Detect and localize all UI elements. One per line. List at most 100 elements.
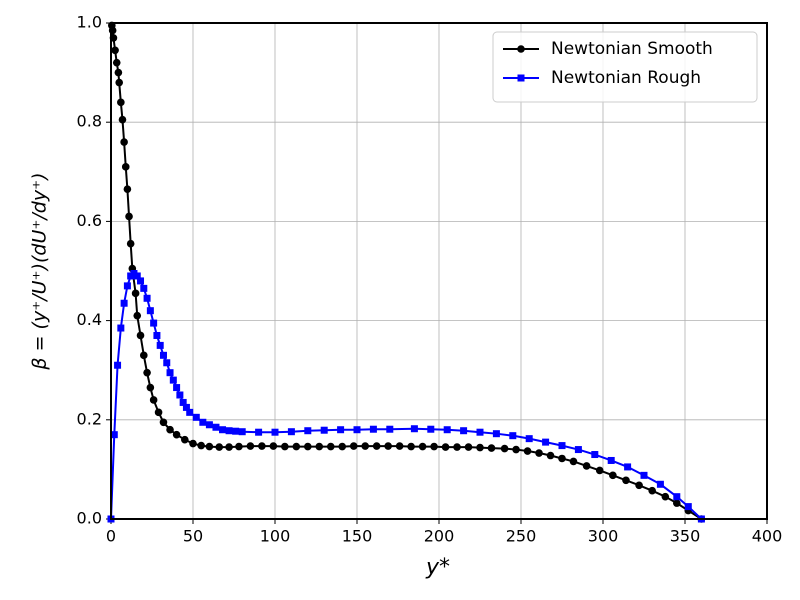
data-point <box>205 421 213 429</box>
data-point <box>140 284 148 292</box>
data-point <box>126 239 135 248</box>
data-point <box>232 427 240 435</box>
data-point <box>186 408 194 416</box>
data-point <box>225 443 233 451</box>
data-point <box>287 428 295 436</box>
data-point <box>635 481 643 490</box>
x-tick-label: 100 <box>260 527 291 546</box>
data-point <box>271 428 279 436</box>
x-tick-label: 250 <box>506 527 537 546</box>
data-point <box>386 425 394 433</box>
data-point <box>133 272 141 280</box>
data-point <box>492 430 500 438</box>
data-point <box>219 426 227 434</box>
data-point <box>582 462 591 470</box>
data-point <box>197 441 205 450</box>
data-point <box>154 408 163 417</box>
data-point <box>112 58 121 67</box>
x-tick-label: 400 <box>752 527 783 546</box>
data-point <box>169 376 177 384</box>
data-point <box>120 138 128 146</box>
data-point <box>146 307 154 315</box>
legend-marker <box>517 74 525 82</box>
data-point <box>569 457 578 466</box>
data-point <box>640 471 648 479</box>
data-point <box>166 369 174 377</box>
data-point <box>123 282 131 290</box>
data-point <box>136 331 145 340</box>
data-point <box>595 466 604 475</box>
data-point <box>150 319 158 327</box>
data-point <box>661 492 670 501</box>
data-point <box>453 443 461 451</box>
data-point <box>407 442 415 451</box>
data-point <box>166 425 174 434</box>
data-point <box>182 403 190 411</box>
data-point <box>235 442 243 451</box>
data-point <box>673 499 681 507</box>
data-point <box>269 442 278 450</box>
data-point <box>372 442 381 450</box>
data-point <box>118 115 127 124</box>
data-point <box>476 428 484 436</box>
data-point <box>574 446 582 454</box>
data-point <box>337 426 345 434</box>
data-point <box>173 384 181 392</box>
data-point <box>131 289 140 298</box>
data-point <box>315 442 324 451</box>
data-point <box>192 413 200 421</box>
data-point <box>255 428 263 436</box>
data-point <box>622 476 630 485</box>
data-point <box>140 351 148 360</box>
data-point <box>395 442 404 450</box>
data-point <box>338 442 347 451</box>
legend: Newtonian Smooth Newtonian Rough <box>492 31 758 103</box>
data-point <box>558 442 566 450</box>
data-point <box>179 398 187 406</box>
data-point <box>349 442 358 450</box>
legend-marker <box>517 45 525 53</box>
data-point <box>212 423 220 431</box>
data-point <box>441 443 450 451</box>
data-point <box>320 426 328 434</box>
data-point <box>114 361 122 369</box>
data-point <box>304 427 312 435</box>
data-point <box>648 486 656 495</box>
x-tick-label: 350 <box>670 527 701 546</box>
y-tick-label: 0.6 <box>77 211 102 230</box>
data-point <box>546 451 555 460</box>
data-point <box>609 471 617 480</box>
data-point <box>176 391 184 399</box>
data-point <box>607 456 615 464</box>
data-point <box>509 432 517 440</box>
data-point <box>159 351 167 359</box>
data-point <box>281 442 289 451</box>
data-point <box>476 443 484 452</box>
data-point <box>123 185 132 193</box>
data-point <box>149 396 158 404</box>
data-point <box>117 98 125 107</box>
legend-label: Newtonian Smooth <box>551 39 713 59</box>
legend-box <box>492 31 758 103</box>
y-tick-label: 0.4 <box>77 310 102 329</box>
data-point <box>523 447 532 455</box>
data-point <box>558 454 566 463</box>
data-point <box>326 442 335 451</box>
data-point <box>624 463 632 471</box>
data-point <box>225 427 233 435</box>
data-point <box>163 359 171 367</box>
data-point <box>460 427 468 435</box>
data-point <box>673 493 681 501</box>
data-point <box>464 443 473 451</box>
data-point <box>487 444 496 452</box>
x-tick-label: 300 <box>588 527 619 546</box>
data-point <box>500 444 509 453</box>
data-point <box>353 426 361 434</box>
data-point <box>146 383 155 392</box>
data-point <box>159 418 168 427</box>
data-point <box>369 425 377 433</box>
data-point <box>258 442 266 450</box>
y-tick-label: 0.0 <box>77 509 102 528</box>
data-point <box>111 46 119 55</box>
data-point <box>117 324 125 332</box>
